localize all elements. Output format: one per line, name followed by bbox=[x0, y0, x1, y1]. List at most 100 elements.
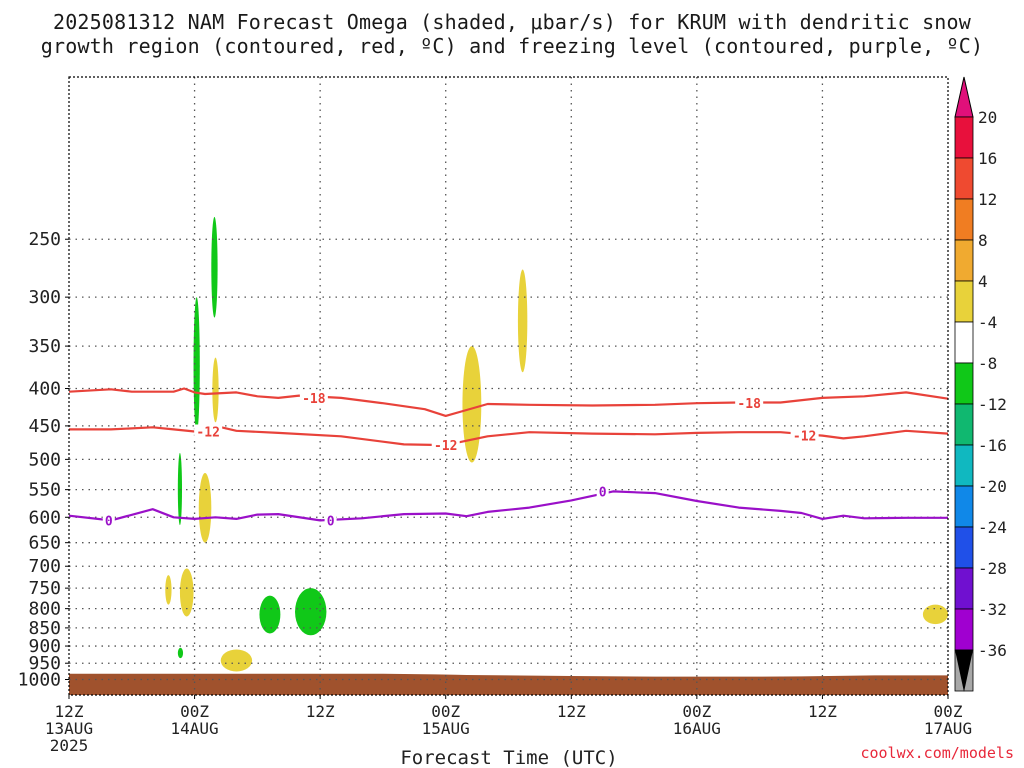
omega-shaded-region bbox=[211, 216, 218, 318]
y-tick-label: 400 bbox=[28, 379, 61, 400]
omega-shaded-region bbox=[198, 473, 212, 543]
contour-label-bg bbox=[102, 513, 115, 528]
contour-line bbox=[68, 490, 948, 522]
colorbar-bottom-arrow bbox=[955, 650, 973, 692]
contour-label-bg bbox=[596, 484, 609, 499]
contour-label: -12 bbox=[196, 426, 219, 441]
colorbar-top-arrow bbox=[954, 76, 974, 118]
contour-label: -18 bbox=[737, 397, 761, 412]
terrain-area bbox=[69, 673, 948, 695]
contour-label-bg bbox=[324, 513, 337, 528]
colorbar-label: -24 bbox=[978, 518, 1007, 537]
y-tick-label: 450 bbox=[28, 416, 61, 437]
colorbar-swatch bbox=[954, 116, 974, 159]
x-tick-label: 00Z bbox=[431, 702, 460, 721]
colorbar-label: -32 bbox=[978, 600, 1007, 619]
x-tick-label: 17AUG bbox=[924, 719, 972, 738]
plot-frame bbox=[68, 76, 949, 696]
contour-label: -18 bbox=[302, 392, 326, 407]
x-tick-label: 14AUG bbox=[170, 719, 218, 738]
omega-shaded-region bbox=[177, 647, 184, 659]
credit-text: coolwx.com/models bbox=[860, 744, 1014, 762]
y-tick-label: 750 bbox=[28, 578, 61, 599]
chart-title-line-2: growth region (contoured, red, ºC) and f… bbox=[40, 34, 984, 58]
omega-shaded-region bbox=[220, 649, 253, 672]
colorbar-swatch bbox=[954, 608, 974, 651]
y-tick-label: 600 bbox=[28, 507, 61, 528]
y-tick-label: 300 bbox=[28, 287, 61, 308]
colorbar-swatch bbox=[954, 321, 974, 364]
omega-shaded-region bbox=[179, 568, 194, 617]
colorbar-label: 20 bbox=[978, 108, 997, 127]
omega-shading-layer bbox=[165, 216, 948, 672]
x-tick-label: 12Z bbox=[55, 702, 84, 721]
x-tick-label: 13AUG bbox=[45, 719, 93, 738]
contour-label-bg bbox=[431, 438, 460, 453]
colorbar-swatch bbox=[954, 362, 974, 405]
colorbar-swatch bbox=[954, 157, 974, 200]
colorbar-swatch bbox=[954, 280, 974, 323]
colorbar-swatch bbox=[954, 485, 974, 528]
colorbar-label: -36 bbox=[978, 641, 1007, 660]
colorbar-swatch bbox=[954, 444, 974, 487]
contour-label-bg bbox=[735, 396, 764, 411]
x-tick-label: 12Z bbox=[306, 702, 335, 721]
contour-label: -12 bbox=[793, 430, 816, 445]
y-tick-label: 850 bbox=[28, 618, 61, 639]
colorbar-label: 4 bbox=[978, 272, 988, 291]
contour-line bbox=[69, 424, 949, 447]
x-tick-label: 15AUG bbox=[422, 719, 470, 738]
x-tick-label: 00Z bbox=[682, 702, 711, 721]
colorbar: 20 16 12 8 4 -4 -8 -12 -16 -20 -24 -28 -32 -36 bbox=[954, 76, 1007, 692]
x-tick-label: 00Z bbox=[934, 702, 963, 721]
colorbar-label: -28 bbox=[978, 559, 1007, 578]
omega-shaded-region bbox=[259, 595, 281, 634]
y-tick-label: 1000 bbox=[18, 670, 61, 691]
x-tick-label: 00Z bbox=[180, 702, 209, 721]
axes-layer: 2503003504004505005506006507007508008509… bbox=[18, 76, 972, 755]
colorbar-label: 8 bbox=[978, 231, 988, 250]
y-tick-label: 700 bbox=[28, 556, 61, 577]
y-tick-label: 800 bbox=[28, 599, 61, 620]
contour-label-bg bbox=[790, 428, 819, 443]
contour-layer: -18 -18 -12 -12 -12 0 0 0 bbox=[68, 387, 949, 529]
omega-shaded-region bbox=[295, 588, 327, 636]
contour-label: 0 bbox=[599, 485, 607, 500]
colorbar-label: -4 bbox=[978, 313, 997, 332]
omega-shaded-region bbox=[212, 357, 219, 423]
grid-layer bbox=[69, 77, 948, 695]
y-tick-label: 500 bbox=[28, 449, 61, 470]
y-tick-label: 950 bbox=[28, 653, 61, 674]
chart-title-line-1: 2025081312 NAM Forecast Omega (shaded, μ… bbox=[52, 10, 972, 34]
contour-line bbox=[68, 387, 949, 417]
contour-label-bg bbox=[299, 390, 328, 405]
y-tick-label: 900 bbox=[28, 636, 61, 657]
colorbar-swatch bbox=[954, 567, 974, 610]
omega-shaded-region bbox=[922, 604, 948, 625]
colorbar-swatch bbox=[954, 198, 974, 241]
colorbar-label: -20 bbox=[978, 477, 1007, 496]
contour-label-bg bbox=[194, 424, 223, 439]
x-tick-label: 2025 bbox=[50, 736, 89, 755]
omega-shaded-region bbox=[193, 297, 200, 433]
colorbar-swatch bbox=[954, 403, 974, 446]
x-tick-label: 12Z bbox=[808, 702, 837, 721]
terrain-layer bbox=[69, 673, 948, 695]
y-tick-label: 650 bbox=[28, 533, 61, 554]
omega-shaded-region bbox=[165, 575, 172, 605]
y-tick-label: 250 bbox=[28, 229, 61, 250]
x-tick-label: 12Z bbox=[557, 702, 586, 721]
x-axis-title: Forecast Time (UTC) bbox=[400, 747, 617, 768]
omega-shaded-region bbox=[462, 346, 482, 463]
x-tick-label: 16AUG bbox=[673, 719, 721, 738]
colorbar-label: -12 bbox=[978, 395, 1007, 414]
colorbar-label: -8 bbox=[978, 354, 997, 373]
colorbar-label: 16 bbox=[978, 149, 997, 168]
y-tick-label: 350 bbox=[28, 336, 61, 357]
y-tick-label: 550 bbox=[28, 480, 61, 501]
colorbar-swatch bbox=[954, 526, 974, 569]
colorbar-label: -16 bbox=[978, 436, 1007, 455]
contour-label: 0 bbox=[105, 514, 113, 529]
contour-label: 0 bbox=[327, 514, 335, 529]
